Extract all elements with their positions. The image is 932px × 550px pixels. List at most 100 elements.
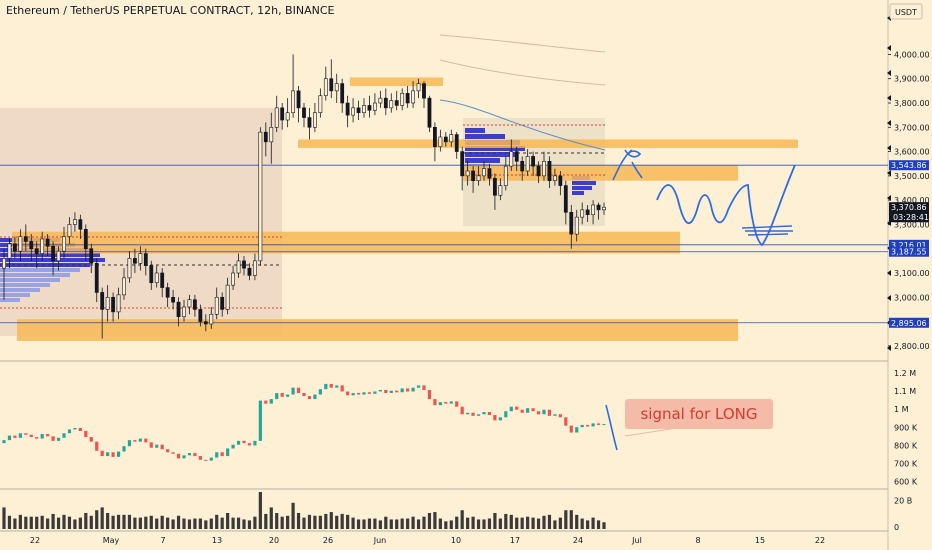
- volume-bar: [493, 512, 497, 529]
- volume-bar: [40, 515, 44, 529]
- candle-body: [378, 97, 383, 104]
- candle-body: [329, 78, 334, 92]
- candle-body: [236, 260, 241, 274]
- candle-body: [362, 105, 366, 114]
- oscillator-bar: [313, 394, 317, 400]
- bar-tick-label: 0: [894, 523, 899, 532]
- price-tick-label: 2,800.00: [894, 342, 930, 351]
- candle-body: [433, 126, 437, 148]
- volume-bar: [362, 519, 366, 529]
- axis-arrow-icon: [887, 45, 891, 51]
- axis-arrow-icon: [887, 170, 891, 176]
- volume-bar: [346, 514, 350, 529]
- oscillator-bar: [335, 385, 339, 388]
- volume-bar: [460, 510, 464, 529]
- volume-bar: [455, 516, 459, 529]
- volume-bar: [302, 517, 306, 529]
- oscillator-bar: [455, 401, 459, 407]
- axis-arrow-icon: [887, 120, 891, 126]
- volume-bar: [133, 517, 137, 529]
- volume-tick-label: 600 K: [894, 478, 918, 487]
- volume-bar: [466, 517, 470, 529]
- candle-body: [138, 253, 143, 264]
- volume-bar: [2, 507, 6, 529]
- oscillator-bar: [444, 402, 448, 404]
- volume-bars: [2, 492, 606, 529]
- volume-bar: [291, 502, 295, 529]
- volume-bar: [531, 517, 535, 529]
- currency-badge[interactable]: [889, 3, 923, 20]
- price-tick-label: 3,100.00: [894, 269, 930, 278]
- volume-bar: [51, 513, 55, 529]
- volume-bar: [416, 519, 421, 529]
- volume-bar: [236, 517, 241, 529]
- oscillator-bar: [193, 453, 197, 457]
- oscillator-bar: [155, 444, 159, 448]
- volume-bar: [286, 515, 290, 529]
- volume-tick-label: 700 K: [894, 459, 918, 468]
- oscillator-bar: [84, 430, 88, 438]
- oscillator-bar: [89, 437, 93, 442]
- volume-bar: [553, 520, 557, 529]
- time-tick-label: 17: [510, 536, 520, 545]
- candle-body: [105, 296, 110, 310]
- volume-bar: [264, 513, 268, 529]
- oscillator-bar: [389, 390, 393, 394]
- zone-3: [12, 231, 680, 254]
- candle-body: [536, 165, 541, 177]
- price-label-text: 3,216.01: [891, 241, 927, 250]
- candle-body: [209, 313, 214, 325]
- time-tick-label: 15: [755, 536, 765, 545]
- candle-body: [187, 299, 192, 308]
- volume-bar: [84, 512, 88, 529]
- oscillator-bar: [280, 393, 284, 397]
- oscillator-bar: [498, 417, 502, 421]
- candle-body: [542, 160, 546, 177]
- volume-bar: [280, 516, 284, 529]
- price-tick-label: 3,700.00: [894, 123, 930, 132]
- candle-body: [558, 175, 563, 186]
- candle-body: [274, 107, 279, 128]
- volume-bar: [547, 514, 552, 529]
- candle-body: [149, 265, 154, 284]
- candle-body: [596, 204, 601, 211]
- oscillator-bar: [504, 411, 508, 418]
- oscillator-bar: [406, 388, 410, 392]
- candle-body: [574, 216, 579, 235]
- volume-bar: [13, 518, 17, 529]
- price-axis[interactable]: [888, 0, 932, 550]
- horizontal-lines: [0, 164, 888, 324]
- volume-bar: [242, 519, 246, 529]
- volume-bar: [144, 516, 148, 529]
- volume-bar: [35, 516, 39, 529]
- volume-bar: [400, 518, 404, 529]
- time-tick-label: 22: [815, 536, 825, 545]
- zone-4: [17, 319, 738, 341]
- volume-tick-label: 800 K: [894, 441, 918, 450]
- volume-bar: [422, 516, 426, 529]
- candle-body: [345, 102, 350, 116]
- signal-callout[interactable]: [625, 399, 773, 429]
- volume-bar: [515, 517, 519, 529]
- price-label-box: [889, 239, 929, 250]
- volume-bar: [591, 517, 595, 529]
- oscillator-bar: [127, 440, 132, 447]
- zone-1: [298, 139, 798, 148]
- volume-bar: [324, 513, 328, 529]
- oscillator-bar: [340, 385, 344, 392]
- price-tick-label: 3,300.00: [894, 220, 930, 229]
- volume-bar: [46, 518, 50, 529]
- axis-arrow-icon: [887, 345, 891, 351]
- oscillator-bar: [171, 452, 175, 454]
- candle-body: [116, 294, 121, 313]
- candle-body: [340, 83, 345, 104]
- candle-body: [449, 134, 454, 143]
- volume-bar: [596, 520, 601, 529]
- candle-body: [525, 156, 530, 172]
- volume-bar: [313, 515, 317, 529]
- volume-bar: [536, 518, 541, 529]
- bar-tick-label: 20 B: [894, 497, 912, 506]
- volume-bar: [542, 515, 546, 529]
- candle-body: [531, 156, 535, 167]
